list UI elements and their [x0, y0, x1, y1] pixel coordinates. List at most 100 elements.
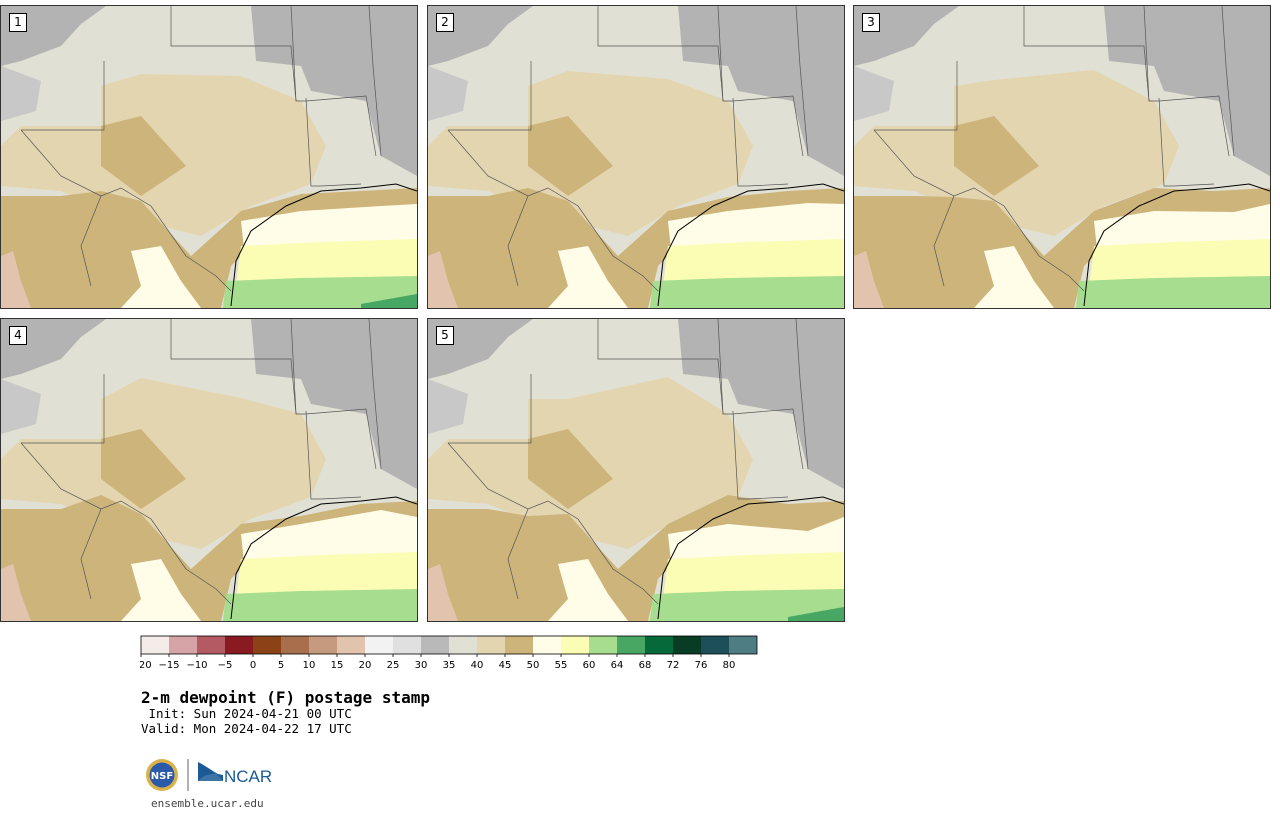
- colorbar-swatch: [141, 636, 169, 654]
- member-panel-5: 5: [427, 318, 845, 622]
- border-ms-river-line: [368, 6, 382, 157]
- colorbar-swatch: [645, 636, 673, 654]
- gulf-yellow-band: [1089, 239, 1270, 286]
- colorbar-tick-label: 60: [583, 660, 596, 671]
- colorbar-tick-label: 68: [639, 660, 652, 671]
- higher-dewpoint-patch: [528, 429, 613, 509]
- colorbar-tick-label: 30: [415, 660, 428, 671]
- dry-region-east: [251, 6, 417, 176]
- gulf-yellow-band: [236, 239, 417, 286]
- colorbar-tick-label: −5: [218, 660, 233, 671]
- gulf-green-band: [650, 276, 844, 308]
- higher-dewpoint-patch: [101, 429, 186, 509]
- dry-region-west: [1, 379, 41, 434]
- dewpoint-map: [428, 319, 844, 621]
- nsf-ncar-logos: NSF NCAR: [146, 759, 272, 791]
- dry-region-northwest: [428, 319, 533, 379]
- dry-region-northwest: [854, 6, 959, 66]
- colorbar-swatch: [533, 636, 561, 654]
- gulf-yellow-band: [663, 239, 844, 286]
- colorbar-tick-label: 72: [667, 660, 680, 671]
- colorbar-swatch: [505, 636, 533, 654]
- panel-number-label: 4: [9, 326, 27, 345]
- border-ok-line: [597, 319, 733, 415]
- border-tx-la-line: [305, 97, 362, 187]
- dewpoint-colorbar: −20 −15 −10 −5 0 5 10 15 20 25 30 35 40 45 50 55 60 64 68 7…: [140, 635, 758, 671]
- colorbar-swatch: [197, 636, 225, 654]
- border-nm-tx-line: [448, 374, 532, 444]
- colorbar-tick-label: 50: [527, 660, 540, 671]
- colorbar-tick-label: 45: [499, 660, 512, 671]
- border-ar-line: [290, 6, 297, 102]
- colorbar-tick-label: 10: [303, 660, 316, 671]
- border-ms-river-line: [368, 319, 382, 470]
- border-ar-la-line: [732, 408, 804, 470]
- border-tx-la-line: [732, 410, 789, 500]
- border-ar-la-line: [732, 95, 804, 157]
- gulf-green-band: [223, 276, 417, 308]
- dry-region-east: [1104, 6, 1270, 176]
- colorbar-swatch: [617, 636, 645, 654]
- colorbar-tick-label: −10: [186, 660, 207, 671]
- gulf-coastline: [230, 183, 417, 307]
- colorbar-swatch: [701, 636, 729, 654]
- border-ms-river-line: [795, 319, 809, 470]
- colorbar-swatch: [477, 636, 505, 654]
- inland-cream-patch: [121, 559, 201, 621]
- colorbar-swatch: [561, 636, 589, 654]
- nsf-logo: NSF: [146, 759, 178, 791]
- init-time: Init: Sun 2024-04-21 00 UTC: [141, 706, 352, 721]
- dry-region-west: [1, 66, 41, 121]
- colorbar-swatch: [253, 636, 281, 654]
- colorbar-tick-label: −20: [140, 660, 152, 671]
- inland-cream-patch: [548, 246, 628, 308]
- dry-region-northwest: [1, 6, 106, 66]
- colorbar-tick-label: 25: [387, 660, 400, 671]
- dry-region-west: [428, 66, 468, 121]
- panel-number-label: 2: [436, 13, 454, 32]
- colorbar-swatch: [309, 636, 337, 654]
- border-nm-tx-line: [448, 61, 532, 131]
- higher-dewpoint-patch: [954, 116, 1039, 196]
- border-mexico-state-line: [933, 195, 955, 287]
- border-ms-river-line: [1221, 6, 1235, 157]
- colorbar-tick-label: 80: [723, 660, 736, 671]
- gulf-green-band: [650, 589, 844, 621]
- gulf-coastline: [657, 496, 844, 620]
- dewpoint-map: [428, 6, 844, 308]
- colorbar-swatch: [281, 636, 309, 654]
- border-nm-tx-line: [874, 61, 958, 131]
- gulf-coastline: [1083, 183, 1270, 307]
- member-panel-4: 4: [0, 318, 418, 622]
- low-dewpoint-terrain: [854, 251, 884, 308]
- panel-number-label: 5: [436, 326, 454, 345]
- border-ar-line: [1143, 6, 1150, 102]
- panel-number-label: 3: [862, 13, 880, 32]
- dry-region-northwest: [428, 6, 533, 66]
- border-ok-line: [1023, 6, 1159, 102]
- gulf-deep-green-patch: [361, 294, 417, 308]
- gulf-yellow-band: [236, 552, 417, 599]
- border-ar-line: [717, 6, 724, 102]
- member-panel-3: 3: [853, 5, 1271, 309]
- border-mexico-line: [447, 129, 659, 292]
- border-ar-la-line: [305, 95, 377, 157]
- colorbar-tick-label: 20: [359, 660, 372, 671]
- colorbar-tick-label: 76: [695, 660, 708, 671]
- border-mexico-state-line: [80, 508, 102, 600]
- panel-number-label: 1: [9, 13, 27, 32]
- colorbar-tick-label: 55: [555, 660, 568, 671]
- border-tx-la-line: [732, 97, 789, 187]
- border-nm-tx-line: [21, 61, 105, 131]
- colorbar-swatch: [673, 636, 701, 654]
- colorbar-swatch: [393, 636, 421, 654]
- dry-region-west: [428, 379, 468, 434]
- colorbar-tick-label: 64: [611, 660, 624, 671]
- border-ok-line: [597, 6, 733, 102]
- inland-cream-patch: [548, 559, 628, 621]
- ncar-logo-text: NCAR: [224, 767, 272, 786]
- dry-region-west: [854, 66, 894, 121]
- colorbar-swatch: [225, 636, 253, 654]
- colorbar-swatch: [365, 636, 393, 654]
- inland-cream-patch: [121, 246, 201, 308]
